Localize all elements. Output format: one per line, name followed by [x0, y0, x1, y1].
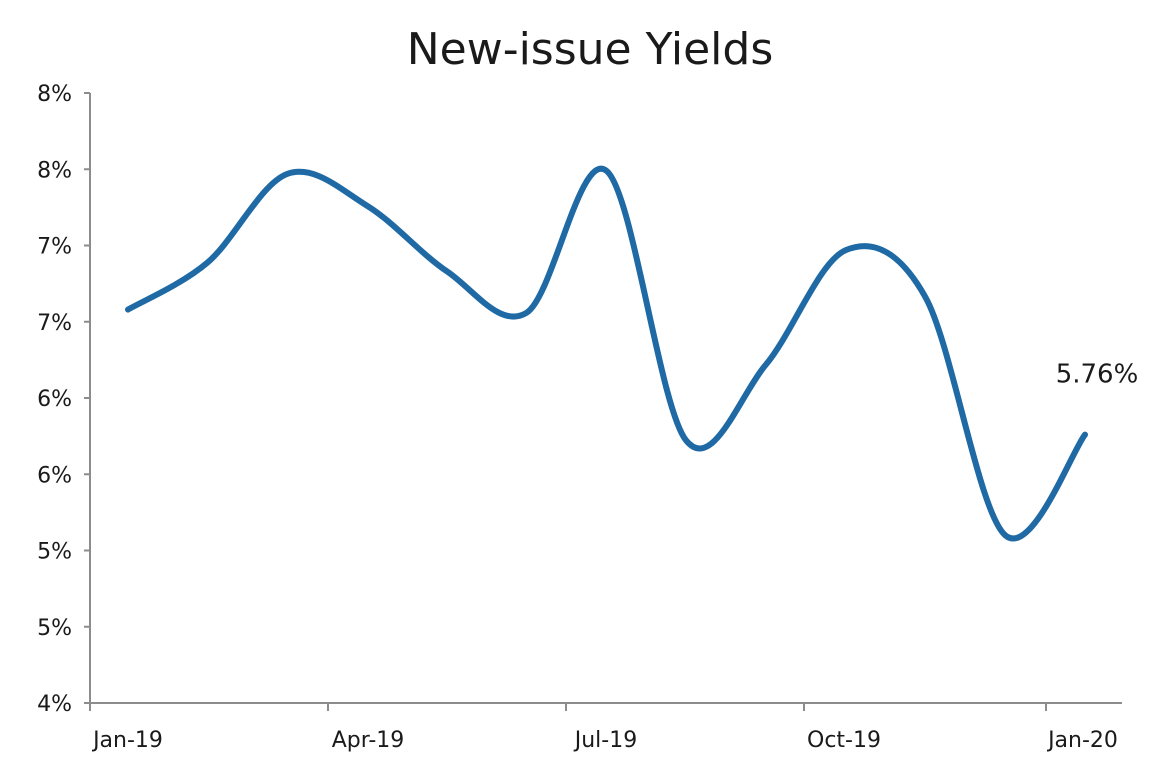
x-tick-label: Jan-19 [91, 728, 163, 753]
y-tick-label: 8% [37, 82, 72, 107]
y-tick-label: 5% [37, 616, 72, 641]
y-tick-label: 6% [37, 463, 72, 488]
x-axis-ticks: Jan-19 Apr-19 Jul-19 Oct-19 Jan-20 [89, 703, 1118, 753]
annotation-group: 5.76% [1056, 360, 1139, 390]
y-tick-label: 6% [37, 387, 72, 412]
y-tick-label: 8% [37, 158, 72, 183]
series-group [125, 165, 1088, 542]
y-axis-ticks: 4% 5% 5% 6% 6% 7% 7% 8% 8% [37, 82, 90, 717]
x-tick-label: Apr-19 [332, 728, 405, 753]
y-tick-label: 7% [37, 311, 72, 336]
y-tick-label: 5% [37, 540, 72, 565]
y-tick-label: 7% [37, 235, 72, 260]
x-tick-label: Oct-19 [807, 728, 881, 753]
chart-title: New-issue Yields [407, 24, 774, 75]
y-tick-label: 4% [37, 692, 72, 717]
series-line [125, 165, 1088, 542]
x-tick-label: Jan-20 [1046, 728, 1118, 753]
data-label: 5.76% [1056, 360, 1139, 390]
x-tick-label: Jul-19 [573, 728, 637, 753]
